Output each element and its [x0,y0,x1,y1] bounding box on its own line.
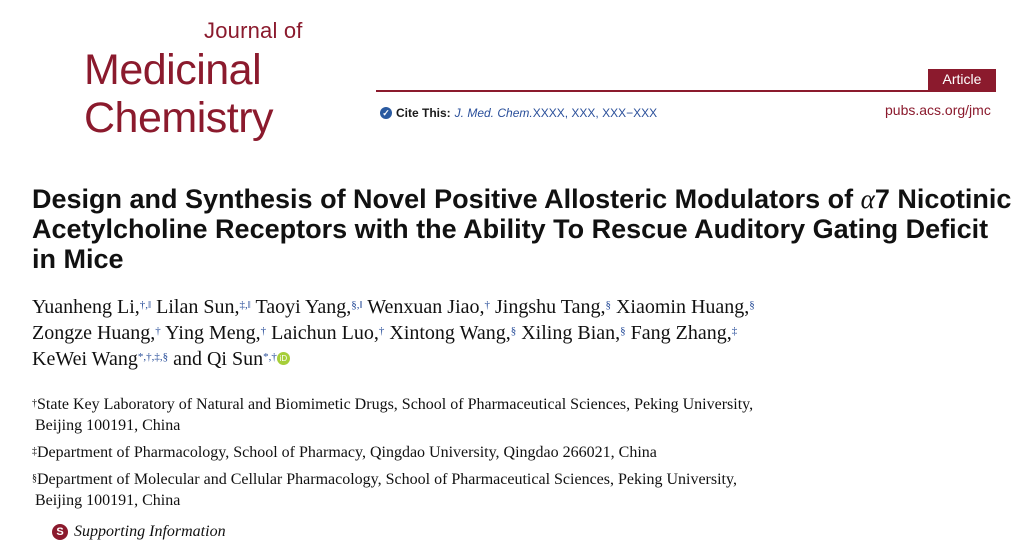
author-affil-marks: †,‖ [139,299,152,311]
author-list: Yuanheng Li,†,‖ Lilan Sun,‡,‖ Taoyi Yang… [32,294,1022,372]
author-affil-marks: §,‖ [351,299,363,311]
affiliation-1: †State Key Laboratory of Natural and Bio… [32,394,932,436]
title-alpha: α [860,184,875,214]
author-affil-marks: † [260,325,267,337]
affiliation-3: §Department of Molecular and Cellular Ph… [32,469,932,511]
author-affil-marks: *,†,‡,§ [137,351,169,363]
header-rule [376,90,996,92]
affiliation-text-cont: Beijing 100191, China [35,492,181,509]
author-name[interactable]: Lilan Sun, [156,296,240,318]
author-name[interactable]: Taoyi Yang, [255,296,352,318]
cite-label: Cite This: [396,106,451,120]
author-name[interactable]: Laichun Luo, [271,322,379,344]
author-name[interactable]: Zongze Huang, [32,322,156,344]
author-name[interactable]: Yuanheng Li, [32,296,140,318]
affiliation-text: Department of Pharmacology, School of Ph… [37,444,657,461]
affiliation-2: ‡Department of Pharmacology, School of P… [32,442,932,463]
author-affil-marks: *,† [263,351,277,363]
supporting-info-link[interactable]: S Supporting Information [52,523,226,541]
author-affil-marks: ‡,‖ [239,299,251,311]
orcid-icon[interactable]: iD [276,352,290,365]
journal-url-link[interactable]: pubs.acs.org/jmc [885,102,991,118]
author-affil-marks: § [605,299,611,311]
author-affil-marks: ‡ [731,325,738,337]
journal-logo-line1: Journal of [204,18,303,43]
author-affil-marks: † [155,325,161,337]
author-affil-marks: § [749,299,755,311]
affiliation-mark: † [32,398,37,409]
cite-journal-abbrev[interactable]: J. Med. Chem. [454,106,533,120]
author-name[interactable]: Wenxuan Jiao, [367,296,485,318]
affiliation-text: State Key Laboratory of Natural and Biom… [37,396,754,413]
author-affil-marks: † [378,325,385,337]
title-prefix: Design and Synthesis of Novel Positive A… [32,184,861,214]
check-circle-icon: ✓ [380,107,392,119]
author-name[interactable]: Xiling Bian, [521,322,621,344]
author-name[interactable]: and Qi Sun [173,348,264,370]
author-name[interactable]: Jingshu Tang, [495,296,606,318]
author-name[interactable]: KeWei Wang [32,348,138,370]
affiliation-mark: § [32,473,37,484]
supporting-info-label[interactable]: Supporting Information [74,523,226,540]
title-rest: 7 Nicotinic Acetylcholine Receptors with… [32,184,1012,274]
article-type-badge: Article [928,69,996,90]
author-name[interactable]: Xiaomin Huang, [615,296,750,318]
journal-logo-line2: Medicinal [84,46,262,94]
author-name[interactable]: Ying Meng, [165,322,261,344]
cite-this[interactable]: ✓ Cite This: J. Med. Chem. XXXX, XXX, XX… [380,106,657,120]
supporting-info-icon: S [52,524,68,540]
author-affil-marks: † [484,299,491,311]
cite-volume-pages[interactable]: XXXX, XXX, XXX−XXX [532,106,658,120]
article-title: Design and Synthesis of Novel Positive A… [32,184,1012,274]
journal-logo-line3: Chemistry [84,94,274,142]
affiliation-text-cont: Beijing 100191, China [35,417,181,434]
author-affil-marks: § [510,325,517,337]
affiliation-text: Department of Molecular and Cellular Pha… [37,471,737,488]
author-name[interactable]: Fang Zhang, [630,322,732,344]
author-name[interactable]: Xintong Wang, [389,322,511,344]
author-affil-marks: § [620,325,626,337]
affiliation-mark: ‡ [32,446,37,457]
